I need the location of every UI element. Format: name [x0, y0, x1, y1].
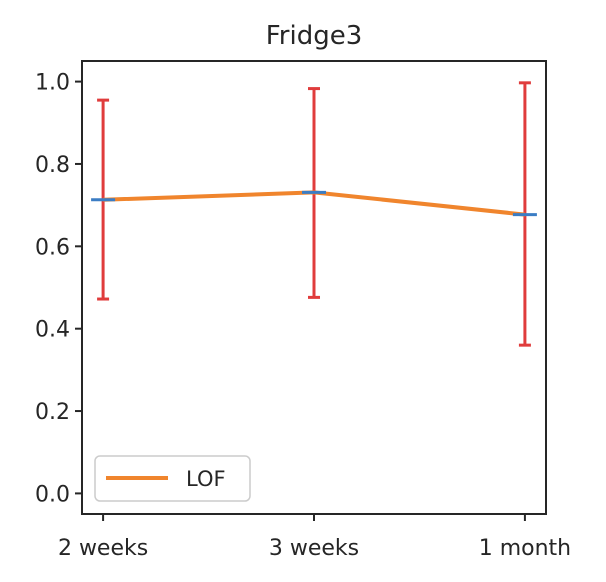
- y-tick-label: 0.4: [35, 318, 70, 343]
- chart-title: Fridge3: [266, 21, 363, 51]
- x-tick-label: 1 month: [479, 536, 571, 561]
- errorbar-layer: [97, 81, 531, 347]
- x-tick-label: 3 weeks: [269, 536, 359, 561]
- y-tick-label: 0.8: [35, 153, 70, 178]
- x-axis: 2 weeks 3 weeks 1 month: [58, 514, 571, 561]
- x-tick-label: 2 weeks: [58, 536, 148, 561]
- y-axis: 0.0 0.2 0.4 0.6 0.8 1.0: [35, 71, 82, 507]
- y-tick-label: 1.0: [35, 71, 70, 96]
- legend: LOF: [94, 455, 251, 502]
- y-tick-label: 0.2: [35, 400, 70, 425]
- marker-layer: [91, 190, 537, 217]
- legend-box: [94, 455, 251, 502]
- y-tick-label: 0.6: [35, 235, 70, 260]
- y-tick-label: 0.0: [35, 482, 70, 507]
- legend-label-lof: LOF: [186, 467, 226, 491]
